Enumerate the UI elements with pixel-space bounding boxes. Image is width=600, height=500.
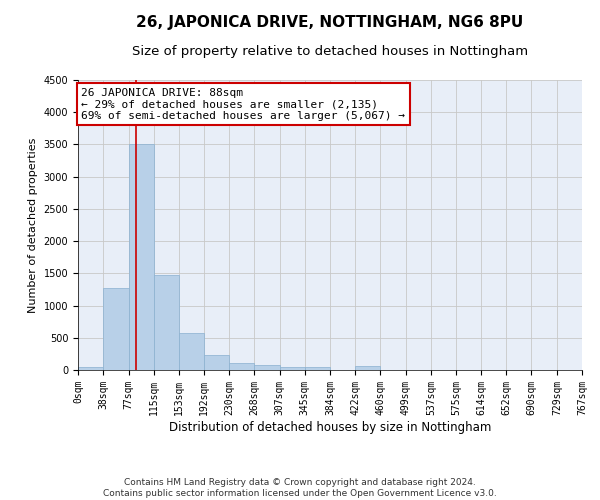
X-axis label: Distribution of detached houses by size in Nottingham: Distribution of detached houses by size … [169,420,491,434]
Bar [355,366,380,370]
Bar [128,144,154,370]
Bar [78,368,103,370]
Bar [254,365,280,370]
Text: 26 JAPONICA DRIVE: 88sqm
← 29% of detached houses are smaller (2,135)
69% of sem: 26 JAPONICA DRIVE: 88sqm ← 29% of detach… [81,88,405,121]
Bar [229,362,254,370]
Bar [280,367,305,370]
Bar [305,367,331,370]
Bar [154,276,179,370]
Text: Contains HM Land Registry data © Crown copyright and database right 2024.
Contai: Contains HM Land Registry data © Crown c… [103,478,497,498]
Y-axis label: Number of detached properties: Number of detached properties [28,138,38,312]
Bar [204,354,229,370]
Bar [179,332,204,370]
Text: Size of property relative to detached houses in Nottingham: Size of property relative to detached ho… [132,45,528,58]
Bar [103,288,128,370]
Text: 26, JAPONICA DRIVE, NOTTINGHAM, NG6 8PU: 26, JAPONICA DRIVE, NOTTINGHAM, NG6 8PU [136,15,524,30]
